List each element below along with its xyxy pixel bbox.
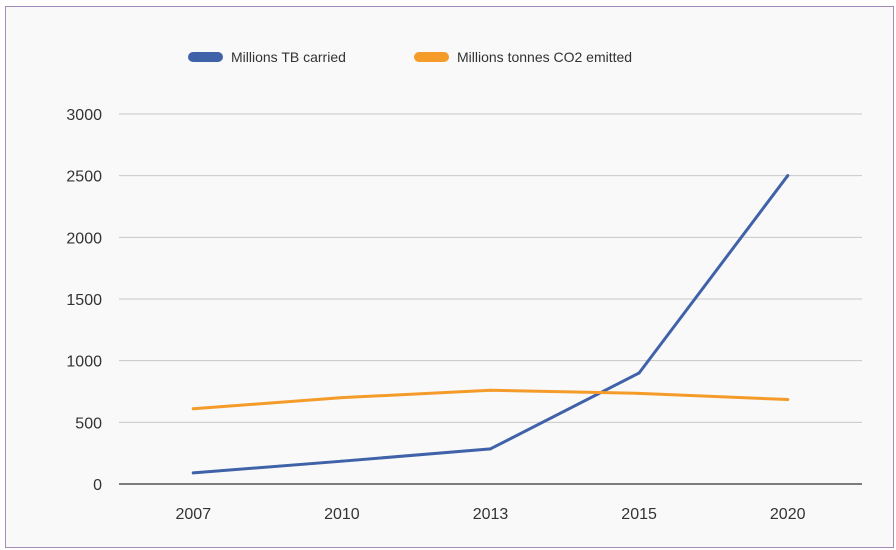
x-tick-label: 2013 [473, 506, 509, 523]
y-tick-label: 1500 [66, 292, 102, 309]
legend-swatch [188, 52, 223, 62]
series-1-point [191, 407, 195, 411]
series-1-point [637, 391, 641, 395]
series-line-0 [191, 174, 790, 475]
series-1-point [340, 396, 344, 400]
x-tick-label: 2015 [621, 506, 657, 523]
legend-item-0: Millions TB carried [188, 49, 346, 65]
legend-item-1: Millions tonnes CO2 emitted [414, 49, 632, 65]
legend: Millions TB carried Millions tonnes CO2 e… [188, 49, 632, 65]
series-line-1 [191, 388, 790, 411]
series-1-point [489, 388, 492, 392]
y-tick-label: 500 [75, 415, 102, 432]
series-0-point [191, 471, 195, 475]
legend-label: Millions tonnes CO2 emitted [457, 49, 632, 65]
series-0-point [786, 174, 790, 178]
series-0-point [340, 459, 344, 463]
y-tick-label: 2500 [66, 169, 102, 186]
series-1-point [786, 398, 790, 402]
x-tick-label: 2010 [324, 506, 360, 523]
y-tick-label: 0 [93, 477, 102, 494]
x-tick-label: 2020 [770, 506, 806, 523]
legend-label: Millions TB carried [231, 49, 346, 65]
series-0-point [489, 447, 492, 451]
series-0-point [637, 371, 641, 375]
legend-swatch [414, 52, 449, 62]
x-tick-label: 2007 [176, 506, 212, 523]
y-tick-label: 1000 [66, 354, 102, 371]
y-tick-label: 3000 [66, 107, 102, 124]
y-tick-label: 2000 [66, 230, 102, 247]
chart-frame: 0 500 1000 1500 2000 2500 3000 2007 2010 2013 2015… [5, 6, 894, 548]
line-chart: 0 500 1000 1500 2000 2500 3000 2007 2010 2013 2015… [66, 49, 862, 523]
